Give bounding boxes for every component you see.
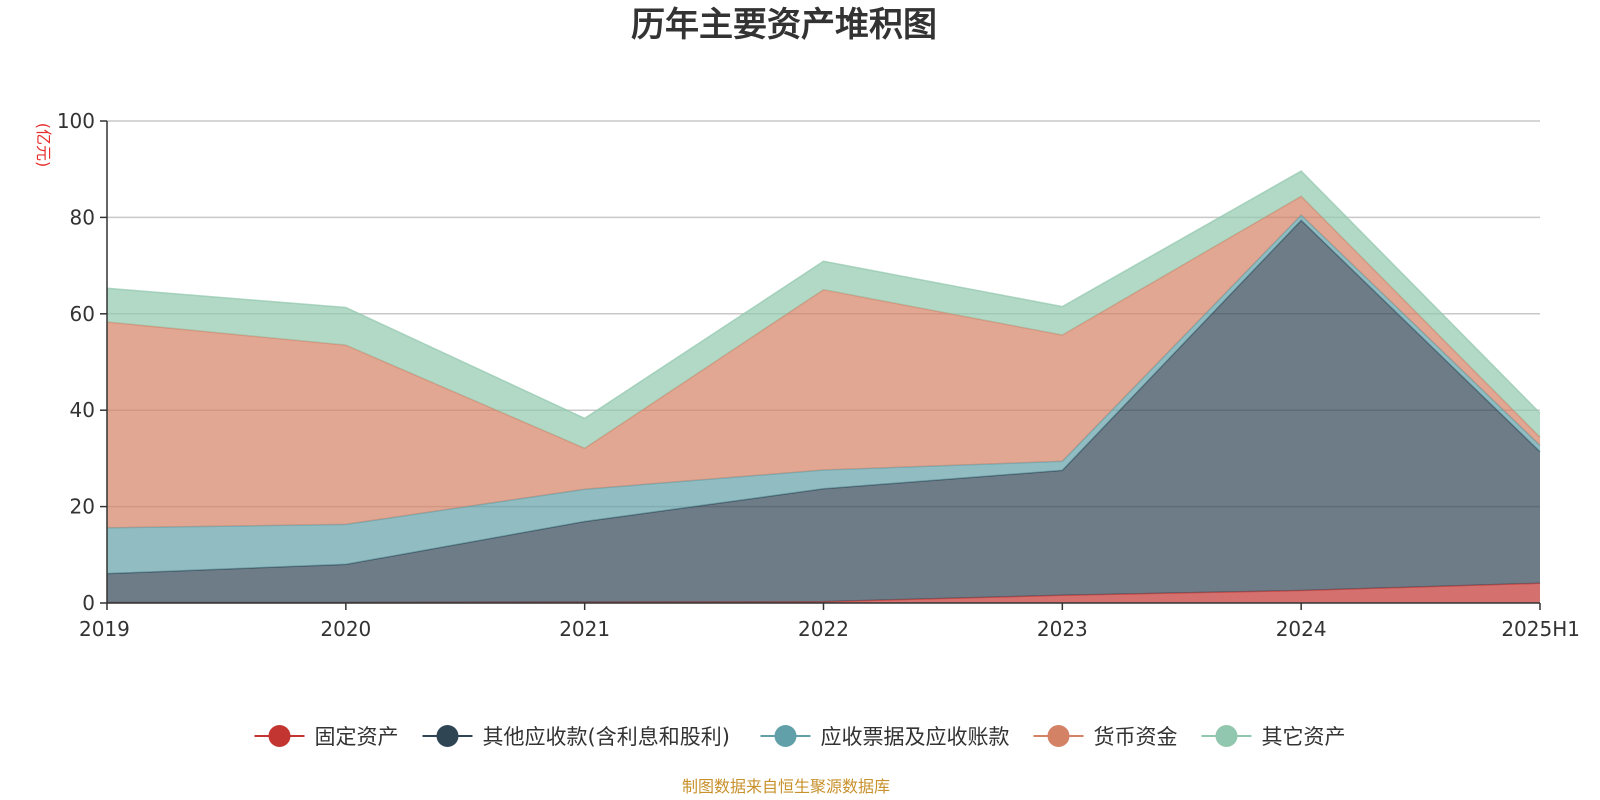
x-tick-label: 2022 [798, 617, 849, 641]
x-tick-label: 2019 [79, 617, 130, 641]
legend-circle-icon [268, 725, 291, 747]
legend-label: 其他应收款(含利息和股利) [483, 725, 730, 749]
x-tick-label: 2024 [1276, 617, 1327, 641]
area-series-1 [107, 220, 1540, 603]
legend-item-1[interactable]: 其他应收款(含利息和股利) [422, 725, 730, 749]
y-tick-label: 20 [70, 495, 95, 519]
area-series-3 [107, 196, 1540, 528]
area-series-0 [107, 583, 1540, 603]
legend-circle-icon [436, 725, 459, 747]
source-note: 制图数据来自恒生聚源数据库 [682, 777, 890, 796]
legend: 固定资产 其他应收款(含利息和股利) 应收票据及应收账款 货币资金 其它资产 [254, 725, 1346, 749]
y-tick-label: 40 [70, 398, 95, 422]
legend-label: 应收票据及应收账款 [821, 725, 1010, 749]
y-tick-label: 0 [82, 591, 95, 615]
x-tick-label: 2020 [320, 617, 371, 641]
y-tick-label: 100 [57, 109, 95, 133]
legend-item-3[interactable]: 货币资金 [1033, 725, 1178, 749]
legend-item-0[interactable]: 固定资产 [254, 725, 399, 749]
legend-circle-icon [774, 725, 797, 747]
legend-label: 其它资产 [1262, 725, 1346, 749]
area-series-4 [107, 171, 1540, 449]
legend-circle-icon [1047, 725, 1070, 747]
chart-title: 历年主要资产堆积图 [631, 5, 937, 45]
area-edge-4 [106, 170, 1541, 420]
legend-label: 固定资产 [315, 725, 399, 749]
area-series-2 [107, 215, 1540, 574]
x-tick-label: 2023 [1037, 617, 1088, 641]
x-tick-label: 2021 [559, 617, 610, 641]
legend-item-4[interactable]: 其它资产 [1201, 725, 1346, 749]
area-series-layer [106, 170, 1541, 604]
legend-item-2[interactable]: 应收票据及应收账款 [760, 725, 1010, 749]
y-tick-label: 60 [70, 302, 95, 326]
legend-label: 货币资金 [1094, 725, 1178, 749]
legend-circle-icon [1215, 725, 1238, 747]
y-axis-unit: (亿元) [34, 123, 53, 168]
x-tick-label: 2025H1 [1501, 617, 1580, 641]
axes: 0 20 40 60 80 100 2019 2020 2021 2022 2023 2024 2025… [57, 109, 1580, 641]
y-tick-label: 80 [70, 205, 95, 229]
